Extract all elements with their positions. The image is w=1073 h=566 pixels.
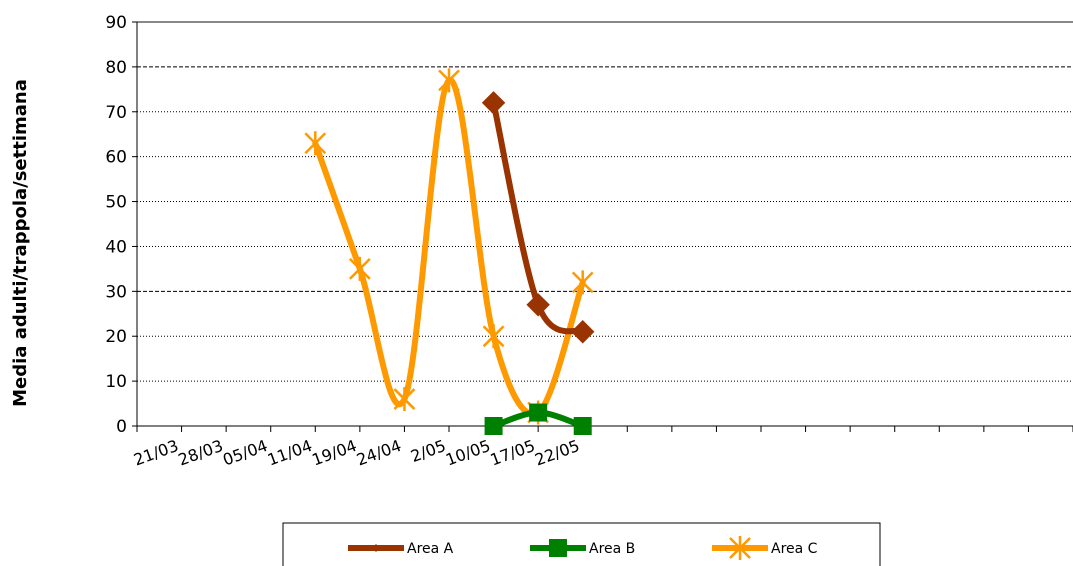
legend-label: Area C	[771, 541, 818, 557]
y-tick-labels: 0 10 20 30 40 50 60 70 80 90	[105, 13, 127, 437]
legend-item-area-b: Area B	[530, 539, 635, 557]
data-point-area-a	[526, 293, 550, 317]
data-point-area-c	[393, 387, 416, 412]
legend-marker	[729, 536, 751, 560]
y-tick-label: 20	[105, 327, 127, 347]
y-tick-label: 90	[105, 13, 127, 33]
legend-box	[282, 522, 881, 566]
x-tick-label: 19/04	[309, 436, 359, 470]
data-point-area-c	[438, 68, 460, 93]
x-tick-label: 22/05	[532, 436, 582, 470]
data-point-area-b	[484, 417, 503, 435]
legend-label: Area A	[407, 541, 454, 557]
y-axis-label: Media adulti/trappola/settimana	[10, 79, 31, 407]
data-point-area-c	[348, 256, 371, 281]
axes	[132, 21, 1073, 432]
legend-marker	[372, 544, 380, 552]
y-tick-label: 60	[105, 148, 127, 168]
legend-label: Area B	[589, 541, 635, 557]
data-point-area-b	[573, 417, 592, 435]
y-tick-label: 0	[116, 417, 127, 437]
grid-lines	[137, 21, 1073, 382]
legend-item-area-c: Area C	[712, 536, 818, 560]
y-tick-label: 30	[105, 282, 127, 302]
data-point-area-a	[481, 91, 506, 115]
data-point-area-c	[571, 270, 594, 295]
y-tick-label: 10	[105, 372, 127, 392]
data-point-area-c	[482, 324, 505, 349]
x-tick-label: 10/05	[443, 436, 493, 470]
series-line-area-c	[312, 77, 586, 418]
y-tick-label: 80	[105, 58, 127, 78]
x-tick-label: 21/03	[131, 436, 181, 470]
y-tick-label: 50	[105, 193, 127, 213]
series-lines	[312, 77, 586, 429]
data-point-area-c	[304, 131, 327, 156]
series-markers	[304, 68, 595, 435]
x-tick-label: 24/04	[354, 436, 404, 470]
x-tick-label: 28/03	[176, 436, 226, 470]
legend-marker	[549, 539, 567, 557]
data-point-area-a	[571, 320, 595, 344]
x-tick-label: 11/04	[265, 436, 315, 470]
y-tick-label: 40	[105, 237, 127, 257]
data-point-area-b	[529, 403, 548, 422]
x-tick-label: 05/04	[220, 436, 270, 470]
y-tick-label: 70	[105, 103, 127, 123]
x-tick-label: 17/05	[488, 436, 538, 470]
legend-item-area-a: Area A	[348, 541, 454, 557]
series-line-area-a	[490, 99, 586, 335]
legend: Area A Area B Area C	[282, 522, 881, 566]
